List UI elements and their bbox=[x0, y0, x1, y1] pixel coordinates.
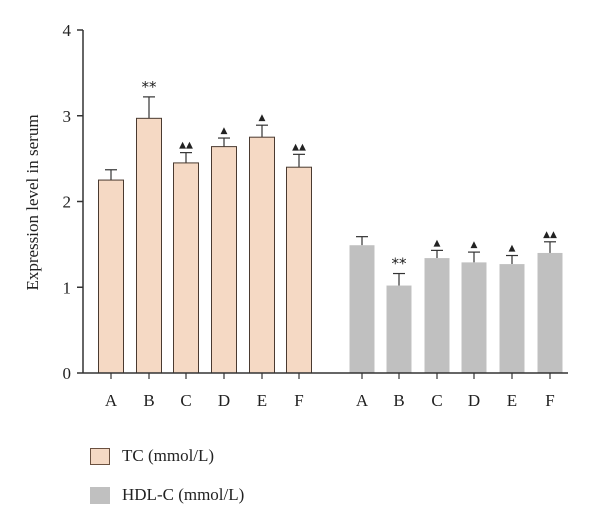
x-tick-label: B bbox=[393, 391, 404, 410]
x-tick-label: F bbox=[545, 391, 554, 410]
legend-item-tc: TC (mmol/L) bbox=[90, 446, 214, 466]
bar bbox=[249, 136, 275, 374]
bar bbox=[461, 262, 487, 373]
bar bbox=[537, 252, 563, 373]
significance-mark: ▲ bbox=[471, 240, 478, 250]
y-tick-label: 4 bbox=[63, 21, 72, 40]
x-tick-label: A bbox=[356, 391, 369, 410]
x-tick-label: B bbox=[143, 391, 154, 410]
significance-mark: ▲ bbox=[434, 238, 441, 248]
x-tick-label: A bbox=[105, 391, 118, 410]
legend-swatch-hdl bbox=[90, 486, 110, 504]
bar bbox=[98, 179, 124, 374]
bar bbox=[424, 258, 450, 373]
x-tick-label: C bbox=[431, 391, 442, 410]
x-tick-label: D bbox=[218, 391, 230, 410]
y-axis-label: Expression level in serum bbox=[23, 114, 42, 290]
bar bbox=[286, 166, 312, 374]
bar bbox=[173, 162, 199, 374]
y-tick-label: 2 bbox=[63, 193, 72, 212]
x-tick-label: D bbox=[468, 391, 480, 410]
bar bbox=[211, 146, 237, 374]
significance-mark: ▲▲ bbox=[292, 142, 306, 152]
bar bbox=[386, 285, 412, 373]
x-tick-label: E bbox=[507, 391, 517, 410]
legend-item-hdl: HDL-C (mmol/L) bbox=[90, 485, 244, 505]
significance-mark: ▲▲ bbox=[179, 141, 193, 151]
x-tick-label: F bbox=[294, 391, 303, 410]
legend-label-tc: TC (mmol/L) bbox=[122, 446, 215, 465]
significance-mark: ▲▲ bbox=[543, 230, 557, 240]
y-tick-label: 0 bbox=[63, 364, 72, 383]
y-tick-label: 3 bbox=[63, 107, 72, 126]
x-tick-label: C bbox=[180, 391, 191, 410]
significance-mark: ▲ bbox=[509, 244, 516, 254]
bar bbox=[136, 117, 162, 374]
legend-swatch-tc bbox=[90, 447, 110, 465]
significance-mark: ** bbox=[392, 255, 408, 273]
significance-mark: ▲ bbox=[221, 126, 228, 136]
bar bbox=[349, 245, 375, 373]
x-tick-label: E bbox=[257, 391, 267, 410]
bar bbox=[499, 264, 525, 373]
significance-mark: ** bbox=[142, 78, 158, 96]
legend-label-hdl: HDL-C (mmol/L) bbox=[122, 485, 245, 504]
significance-mark: ▲ bbox=[259, 113, 266, 123]
y-tick-label: 1 bbox=[63, 278, 72, 297]
